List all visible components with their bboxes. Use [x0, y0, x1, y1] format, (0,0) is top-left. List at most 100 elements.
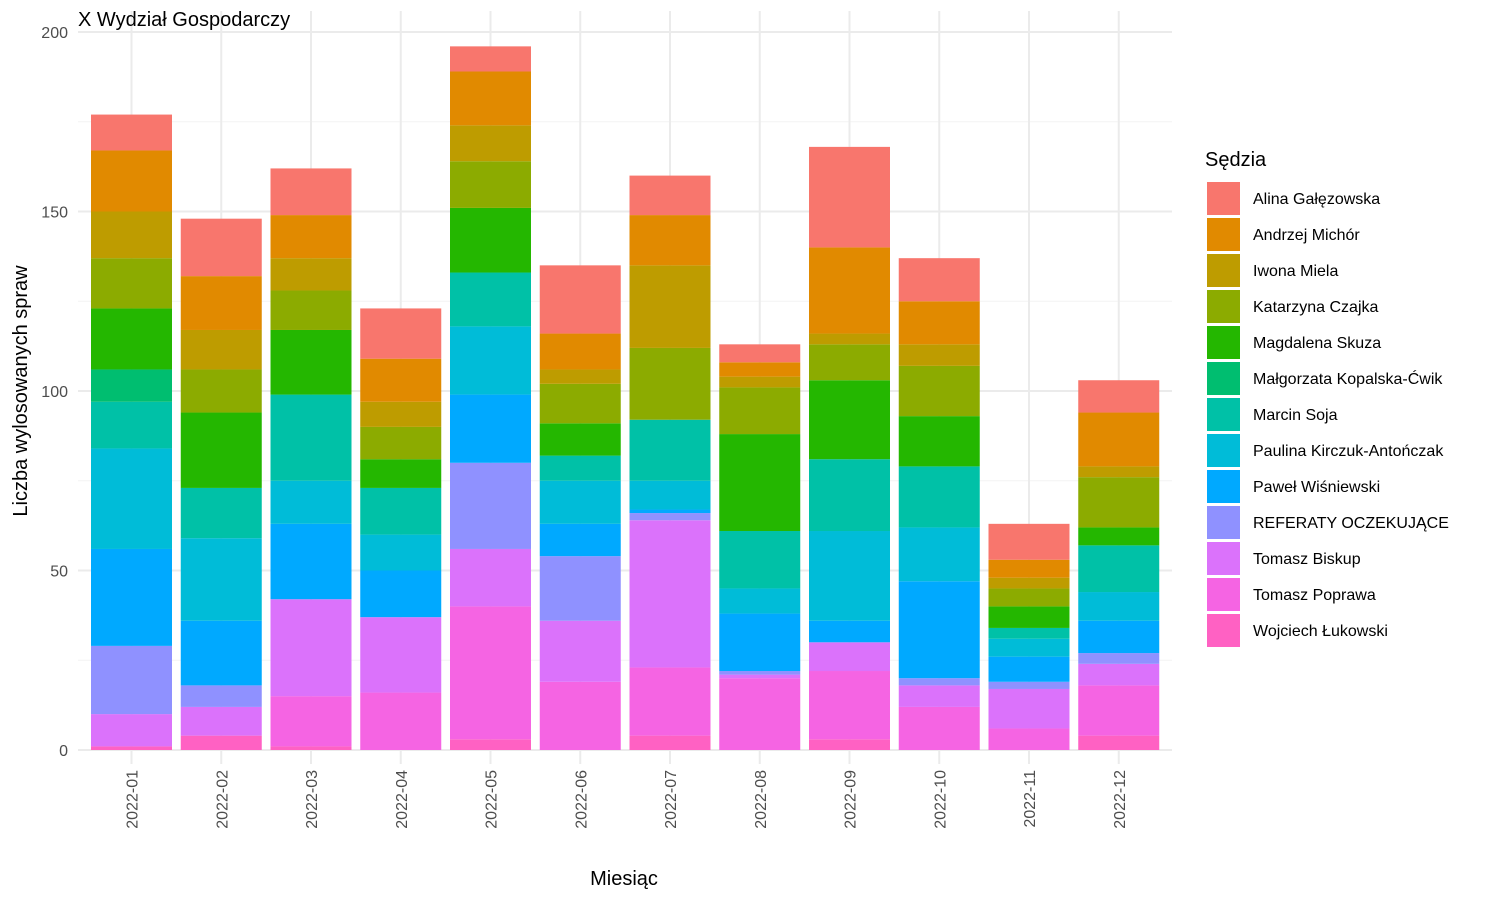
bar-segment: [180, 412, 262, 488]
bar-segment: [988, 606, 1070, 628]
bar-segment: [1078, 620, 1160, 654]
legend-swatch: [1207, 614, 1240, 647]
bar-segment: [180, 735, 262, 750]
bar-segment: [539, 620, 621, 682]
bar-segment: [91, 714, 172, 747]
bar-segment: [270, 480, 352, 524]
bar-segment: [629, 265, 711, 348]
bar-segment: [450, 71, 531, 126]
bar-segment: [180, 276, 262, 330]
bar-segment: [719, 376, 801, 388]
legend-label: Marcin Soja: [1253, 407, 1338, 424]
bar-segment: [898, 365, 980, 417]
bar-segment: [360, 401, 442, 427]
bar-segment: [719, 674, 801, 679]
bar-segment: [988, 638, 1070, 657]
bar-segment: [988, 627, 1070, 639]
y-axis: 0 50 100 150 200: [41, 25, 68, 760]
bar-segment: [450, 548, 531, 607]
legend-label: Paulina Kirczuk-Antończak: [1253, 443, 1444, 460]
x-tick-label: 2022-01: [125, 770, 142, 829]
legend-swatch: [1207, 290, 1240, 323]
bar-segment: [91, 258, 172, 309]
bar-segment: [450, 606, 531, 740]
bar-segment: [898, 685, 980, 707]
bar-segment: [1078, 592, 1160, 621]
y-axis-title: Liczba wylosowanych spraw: [10, 265, 32, 517]
bar-segment: [539, 369, 621, 384]
bar-segment: [539, 681, 621, 750]
bar-segment: [450, 739, 531, 750]
bar-segment: [988, 656, 1070, 682]
legend-label: Małgorzata Kopalska-Ćwik: [1253, 369, 1443, 388]
bar-segment: [1078, 466, 1160, 478]
bar-segment: [898, 416, 980, 467]
bar-segment: [360, 534, 442, 571]
x-tick-label: 2022-05: [484, 770, 501, 829]
legend-swatch: [1207, 398, 1240, 431]
bar-segment: [270, 599, 352, 697]
bar-segment: [809, 620, 890, 643]
legend-swatch: [1207, 182, 1240, 215]
legend-swatch: [1207, 506, 1240, 539]
x-tick-label: 2022-03: [304, 770, 321, 829]
legend-label: Magdalena Skuza: [1253, 335, 1381, 352]
bar-segment: [988, 728, 1070, 750]
legend-label: Paweł Wiśniewski: [1253, 479, 1380, 496]
bar-segment: [270, 215, 352, 259]
bar-segment: [898, 344, 980, 366]
bar-segment: [450, 125, 531, 162]
bar-segment: [91, 448, 172, 549]
bar-segment: [898, 466, 980, 528]
bar-segment: [988, 559, 1070, 578]
chart-title: X Wydział Gospodarczy: [78, 9, 290, 31]
bar-segment: [898, 527, 980, 582]
x-tick-label: 2022-09: [843, 770, 860, 829]
bar-segment: [629, 520, 711, 668]
legend-swatch: [1207, 470, 1240, 503]
bar-segment: [539, 556, 621, 621]
bar-segment: [270, 329, 352, 395]
bar-segment: [809, 459, 890, 532]
bar-segment: [180, 487, 262, 539]
x-tick-label: 2022-07: [663, 770, 680, 829]
y-tick-label: 150: [41, 205, 68, 222]
bar-segment: [180, 329, 262, 370]
bar-segment: [1078, 477, 1160, 528]
x-tick-label: 2022-10: [932, 770, 949, 829]
bar-segment: [539, 480, 621, 524]
bar-segment: [91, 548, 172, 646]
bar-segment: [719, 678, 801, 750]
legend-label: Tomasz Poprawa: [1253, 587, 1376, 604]
bar-segment: [360, 570, 442, 618]
y-tick-label: 50: [50, 564, 68, 581]
x-tick-label: 2022-08: [753, 770, 770, 829]
bar-segment: [180, 369, 262, 413]
bar-segment: [270, 290, 352, 330]
bar-segment: [270, 394, 352, 481]
bar-segment: [539, 455, 621, 481]
legend: Sędzia Alina Gałęzowska Andrzej Michór Iwo…: [1205, 149, 1449, 647]
bar-segment: [629, 509, 711, 514]
y-tick-label: 100: [41, 384, 68, 401]
bar-segment: [360, 617, 442, 693]
bar-segment: [450, 394, 531, 463]
legend-swatch: [1207, 578, 1240, 611]
bar-segment: [1078, 685, 1160, 736]
bar-segment: [91, 308, 172, 370]
y-tick-label: 0: [59, 743, 68, 760]
bar-segment: [719, 671, 801, 675]
bar-segment: [719, 387, 801, 435]
bar-segment: [809, 642, 890, 672]
bar-segment: [91, 369, 172, 402]
bar-segment: [629, 667, 711, 736]
bar-segment: [360, 487, 442, 535]
bar-segment: [809, 344, 890, 381]
bar-segment: [809, 739, 890, 750]
bar-segment: [1078, 545, 1160, 593]
bar-segment: [809, 380, 890, 460]
bar-segment: [539, 333, 621, 370]
bar-segment: [719, 613, 801, 672]
bar-segment: [988, 588, 1070, 607]
x-axis: 2022-01 2022-02 2022-03 2022-04 2022-05 2022-…: [125, 770, 1129, 829]
